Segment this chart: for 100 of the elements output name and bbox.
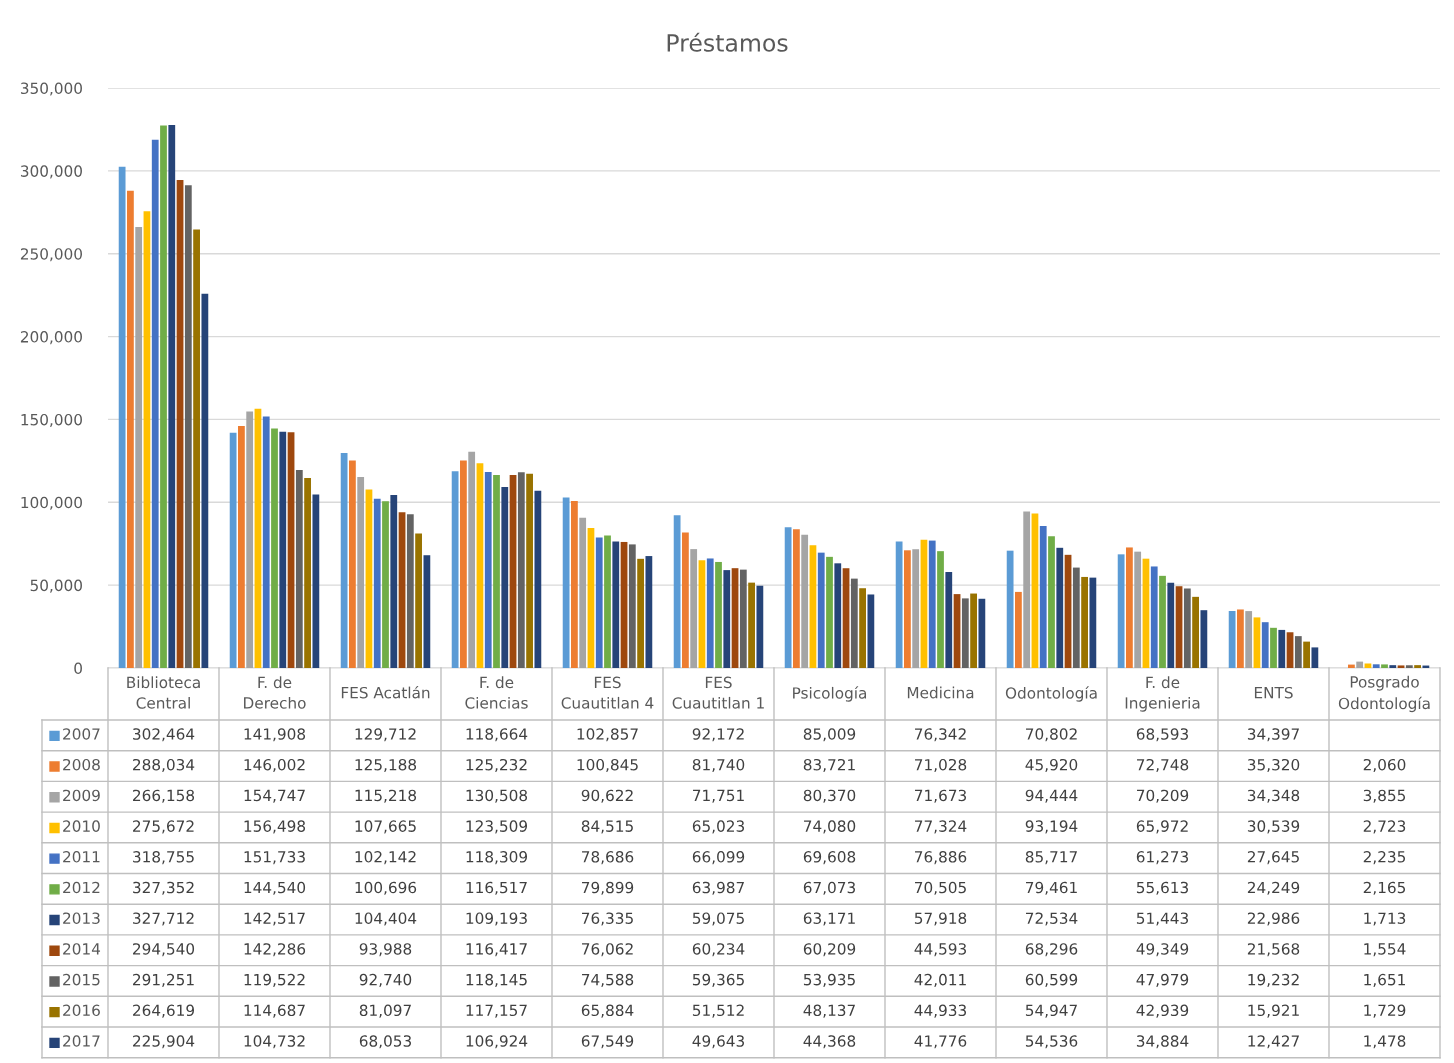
bar: [406, 514, 414, 668]
data-label: 76,335: [582, 912, 633, 926]
data-label: 125,188: [355, 758, 417, 773]
data-label: 59,365: [692, 973, 744, 987]
data-label: 125,232: [466, 758, 527, 773]
bar: [784, 527, 792, 668]
x-tick-label: FES Cuautitlan 1: [672, 676, 764, 709]
bar: [246, 411, 254, 668]
bar: [961, 598, 969, 668]
data-label: 294,540: [133, 943, 195, 957]
data-label: 156,498: [244, 820, 306, 834]
data-label: 71,751: [693, 789, 744, 803]
data-label: 291,251: [133, 973, 194, 987]
data-label: 83,721: [803, 758, 855, 773]
bar: [1237, 609, 1244, 668]
bar: [127, 190, 134, 668]
data-label: 41,776: [914, 1035, 967, 1049]
data-label: 65,023: [692, 820, 744, 834]
data-label: 30,539: [1247, 820, 1300, 834]
data-label: 1,478: [1364, 1035, 1406, 1049]
x-tick-label: F. de Ingenieria: [1125, 676, 1200, 712]
bar: [184, 185, 192, 668]
data-label: 116,517: [466, 881, 527, 895]
x-tick-label: F. de Ciencias: [465, 676, 528, 709]
data-label: 302,464: [133, 728, 195, 742]
bar: [801, 534, 809, 668]
data-label: 12,427: [1248, 1035, 1299, 1049]
y-tick-label: 100,000: [21, 496, 82, 510]
bar: [612, 541, 620, 668]
data-label: 54,947: [1025, 1004, 1077, 1018]
bar: [1117, 554, 1125, 668]
legend-label: 2013: [63, 912, 100, 924]
data-label: 81,740: [692, 758, 745, 773]
data-label: 76,342: [915, 728, 966, 742]
data-label: 71,673: [915, 789, 966, 803]
data-label: 48,137: [803, 1004, 855, 1018]
bar: [912, 549, 920, 668]
bar: [1261, 622, 1269, 668]
bar: [340, 453, 348, 668]
bar: [817, 552, 825, 668]
data-label: 27,645: [1247, 851, 1299, 865]
data-label: 54,536: [1025, 1035, 1078, 1049]
data-label: 102,142: [355, 851, 416, 865]
data-label: 44,368: [803, 1035, 856, 1049]
chart-title: Préstamos: [667, 32, 788, 52]
x-tick-label: Posgrado Odontología: [1338, 675, 1430, 713]
y-tick-label: 50,000: [30, 579, 82, 593]
x-tick-label: Medicina: [907, 686, 974, 699]
bar: [118, 166, 126, 668]
data-label: 68,053: [359, 1035, 411, 1049]
data-label: 118,309: [466, 851, 528, 865]
data-label: 68,593: [1136, 728, 1188, 742]
x-tick-label: Psicología: [793, 686, 867, 702]
data-label: 55,613: [1136, 881, 1188, 895]
data-label: 79,899: [582, 881, 634, 895]
bar: [1200, 610, 1208, 668]
bar: [534, 490, 542, 668]
data-label: 142,286: [244, 943, 306, 957]
bar: [390, 494, 398, 668]
bar: [1039, 525, 1047, 668]
data-label: 141,908: [244, 728, 306, 742]
legend-label: 2011: [63, 851, 100, 863]
data-label: 85,717: [1025, 851, 1077, 865]
bar: [937, 551, 944, 668]
x-tick-label: Biblioteca Central: [127, 676, 200, 709]
bar: [793, 529, 800, 668]
x-tick-label: FES Cuautitlan 4: [561, 676, 654, 709]
bar: [628, 544, 636, 668]
data-label: 24,249: [1247, 881, 1300, 895]
bar: [193, 229, 200, 668]
bar: [867, 594, 875, 668]
data-label: 67,549: [581, 1035, 634, 1049]
bar: [1056, 547, 1064, 668]
bar: [357, 477, 365, 668]
bar: [484, 471, 492, 668]
data-label: 119,522: [244, 973, 305, 987]
data-label: 15,921: [1248, 1004, 1299, 1018]
bar: [904, 550, 911, 668]
y-tick-label: 350,000: [20, 82, 82, 96]
y-tick-label: 200,000: [20, 331, 82, 345]
bar: [895, 541, 903, 668]
legend-label: 2009: [63, 789, 100, 802]
bar: [978, 598, 986, 668]
data-label: 74,080: [804, 820, 856, 834]
bar: [373, 498, 381, 668]
y-tick-label: 250,000: [20, 248, 82, 262]
data-label: 60,234: [692, 943, 745, 957]
legend-label: 2016: [63, 1004, 100, 1017]
bar: [423, 555, 431, 668]
data-label: 109,193: [466, 912, 527, 926]
data-label: 115,218: [355, 789, 417, 803]
data-label: 327,352: [133, 881, 194, 895]
data-label: 69,608: [803, 851, 856, 865]
bar: [1245, 611, 1253, 668]
data-label: 84,515: [581, 820, 633, 834]
y-tick-label: 150,000: [21, 413, 82, 428]
data-label: 146,002: [244, 758, 305, 773]
x-tick-label: ENTS: [1254, 686, 1293, 699]
data-label: 117,157: [466, 1004, 527, 1018]
bar: [501, 487, 509, 668]
